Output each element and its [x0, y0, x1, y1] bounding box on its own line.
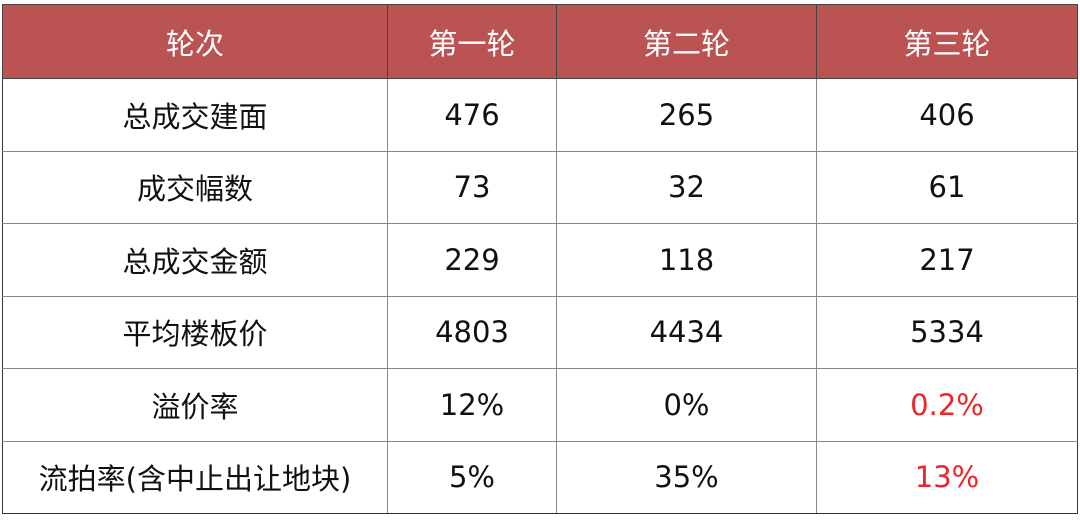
cell: 4803 — [387, 295, 557, 369]
cell-highlighted: 0.2% — [816, 368, 1078, 442]
cell: 217 — [816, 223, 1078, 297]
cell: 4434 — [556, 295, 817, 369]
table-row: 总成交建面 476 265 406 — [2, 78, 1078, 152]
table-row: 总成交金额 229 118 217 — [2, 223, 1078, 297]
row-label: 平均楼板价 — [2, 295, 388, 369]
cell: 265 — [556, 78, 817, 152]
table-row: 平均楼板价 4803 4434 5334 — [2, 295, 1078, 369]
row-label: 成交幅数 — [2, 150, 388, 224]
cell: 61 — [816, 150, 1078, 224]
table-row: 成交幅数 73 32 61 — [2, 150, 1078, 224]
header-round-2: 第二轮 — [556, 4, 817, 79]
cell: 406 — [816, 78, 1078, 152]
cell: 35% — [556, 440, 817, 514]
header-round-1: 第一轮 — [387, 4, 557, 79]
header-round-3: 第三轮 — [816, 4, 1078, 79]
cell: 32 — [556, 150, 817, 224]
cell: 5334 — [816, 295, 1078, 369]
row-label: 流拍率(含中止出让地块) — [2, 440, 388, 514]
land-auction-table: 轮次 第一轮 第二轮 第三轮 总成交建面 476 265 406 成交幅数 73… — [2, 4, 1078, 514]
cell-highlighted: 13% — [816, 440, 1078, 514]
cell: 5% — [387, 440, 557, 514]
cell: 476 — [387, 78, 557, 152]
header-round: 轮次 — [2, 4, 388, 79]
row-label: 溢价率 — [2, 368, 388, 442]
cell: 73 — [387, 150, 557, 224]
cell: 0% — [556, 368, 817, 442]
cell: 118 — [556, 223, 817, 297]
table-row: 溢价率 12% 0% 0.2% — [2, 368, 1078, 442]
row-label: 总成交金额 — [2, 223, 388, 297]
cell: 12% — [387, 368, 557, 442]
header-row: 轮次 第一轮 第二轮 第三轮 — [2, 4, 1078, 79]
row-label: 总成交建面 — [2, 78, 388, 152]
table-row: 流拍率(含中止出让地块) 5% 35% 13% — [2, 440, 1078, 514]
cell: 229 — [387, 223, 557, 297]
